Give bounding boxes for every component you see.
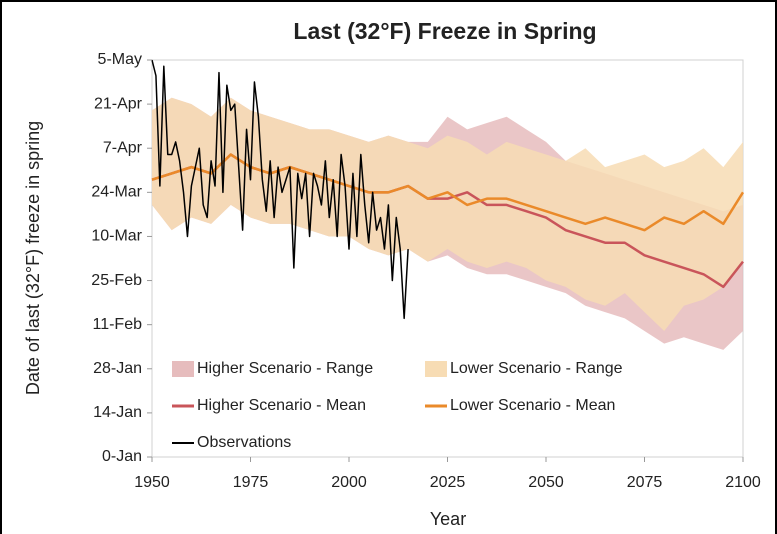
legend-label: Lower Scenario - Range xyxy=(450,360,623,377)
x-axis-title: Year xyxy=(430,509,466,529)
y-tick-label: 5-May xyxy=(98,51,142,68)
legend-label: Lower Scenario - Mean xyxy=(450,397,615,414)
x-tick-label: 2025 xyxy=(430,474,466,491)
x-tick-label: 2000 xyxy=(331,474,367,491)
x-tick-label: 2075 xyxy=(627,474,663,491)
y-tick-label: 24-Mar xyxy=(91,184,142,201)
x-tick-label: 1950 xyxy=(134,474,170,491)
y-tick-label: 21-Apr xyxy=(94,95,143,112)
y-tick-label: 25-Feb xyxy=(91,272,142,289)
plot-layer xyxy=(151,59,745,350)
x-tick-label: 2050 xyxy=(528,474,564,491)
y-tick-label: 11-Feb xyxy=(92,316,142,333)
legend-label: Higher Scenario - Mean xyxy=(197,397,366,414)
range-band xyxy=(152,97,743,331)
legend-label: Observations xyxy=(197,434,291,451)
chart-title: Last (32°F) Freeze in Spring xyxy=(293,18,596,44)
legend-swatch xyxy=(172,361,194,377)
legend-label: Higher Scenario - Range xyxy=(197,360,373,377)
y-tick-label: 28-Jan xyxy=(93,360,142,377)
x-tick-label: 2100 xyxy=(725,474,761,491)
y-tick-label: 7-Apr xyxy=(103,139,143,156)
y-tick-label: 14-Jan xyxy=(93,404,142,421)
y-tick-label: 10-Mar xyxy=(91,228,142,245)
legend-swatch xyxy=(425,361,447,377)
x-tick-label: 1975 xyxy=(233,474,269,491)
y-axis-title: Date of last (32°F) freeze in spring xyxy=(23,121,43,395)
series-line xyxy=(151,59,409,320)
y-tick-label: 0-Jan xyxy=(102,448,142,465)
